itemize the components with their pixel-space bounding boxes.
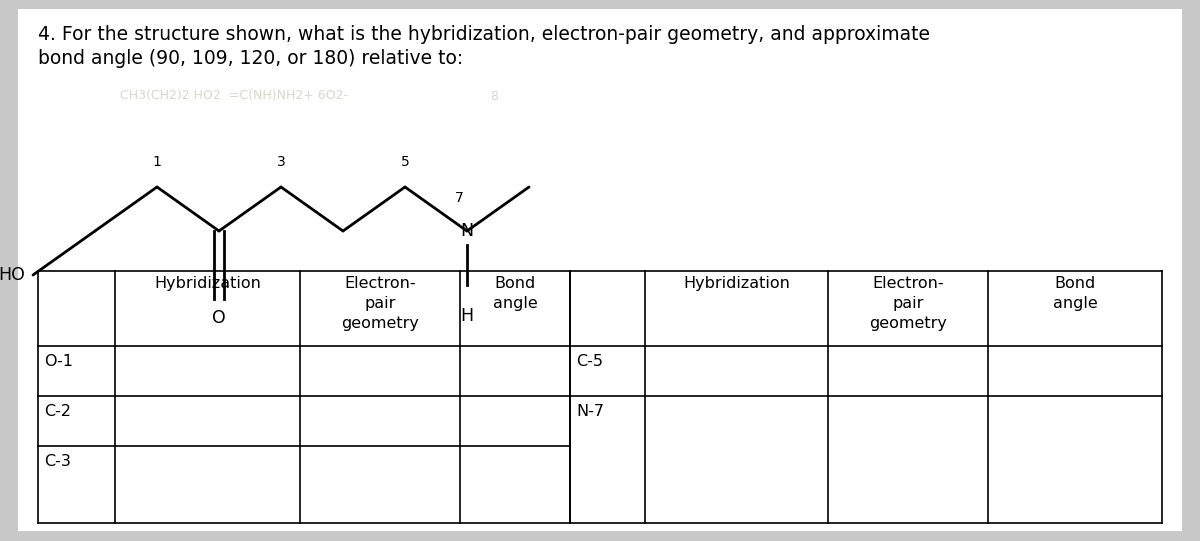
Text: C-5: C-5 [576, 354, 604, 369]
Text: angle: angle [1052, 296, 1097, 311]
Text: 3: 3 [277, 155, 286, 169]
Text: N: N [461, 222, 474, 240]
Text: pair: pair [365, 296, 396, 311]
Text: HO: HO [0, 266, 25, 284]
Text: 1: 1 [152, 155, 162, 169]
Text: Electron-: Electron- [344, 276, 416, 291]
Text: O-1: O-1 [44, 354, 73, 369]
Text: Bond: Bond [494, 276, 535, 291]
Text: 7: 7 [455, 191, 463, 205]
Text: geometry: geometry [341, 316, 419, 331]
Text: CH3(CH2)2 HO2  =C(NH)NH2+ 6O2-: CH3(CH2)2 HO2 =C(NH)NH2+ 6O2- [120, 89, 348, 102]
Text: N-7: N-7 [576, 404, 604, 419]
Text: 4. For the structure shown, what is the hybridization, electron-pair geometry, a: 4. For the structure shown, what is the … [38, 25, 930, 44]
Text: O: O [212, 309, 226, 327]
Text: Electron-: Electron- [872, 276, 944, 291]
Text: C-2: C-2 [44, 404, 71, 419]
Text: bond angle (90, 109, 120, or 180) relative to:: bond angle (90, 109, 120, or 180) relati… [38, 49, 463, 68]
Text: H: H [461, 307, 474, 325]
Text: geometry: geometry [869, 316, 947, 331]
Text: 8: 8 [490, 89, 498, 102]
Text: C-3: C-3 [44, 454, 71, 469]
Text: Hybridization: Hybridization [154, 276, 260, 291]
Text: angle: angle [493, 296, 538, 311]
Text: 5: 5 [401, 155, 409, 169]
Text: Hybridization: Hybridization [683, 276, 790, 291]
Text: Bond: Bond [1055, 276, 1096, 291]
Text: pair: pair [893, 296, 924, 311]
